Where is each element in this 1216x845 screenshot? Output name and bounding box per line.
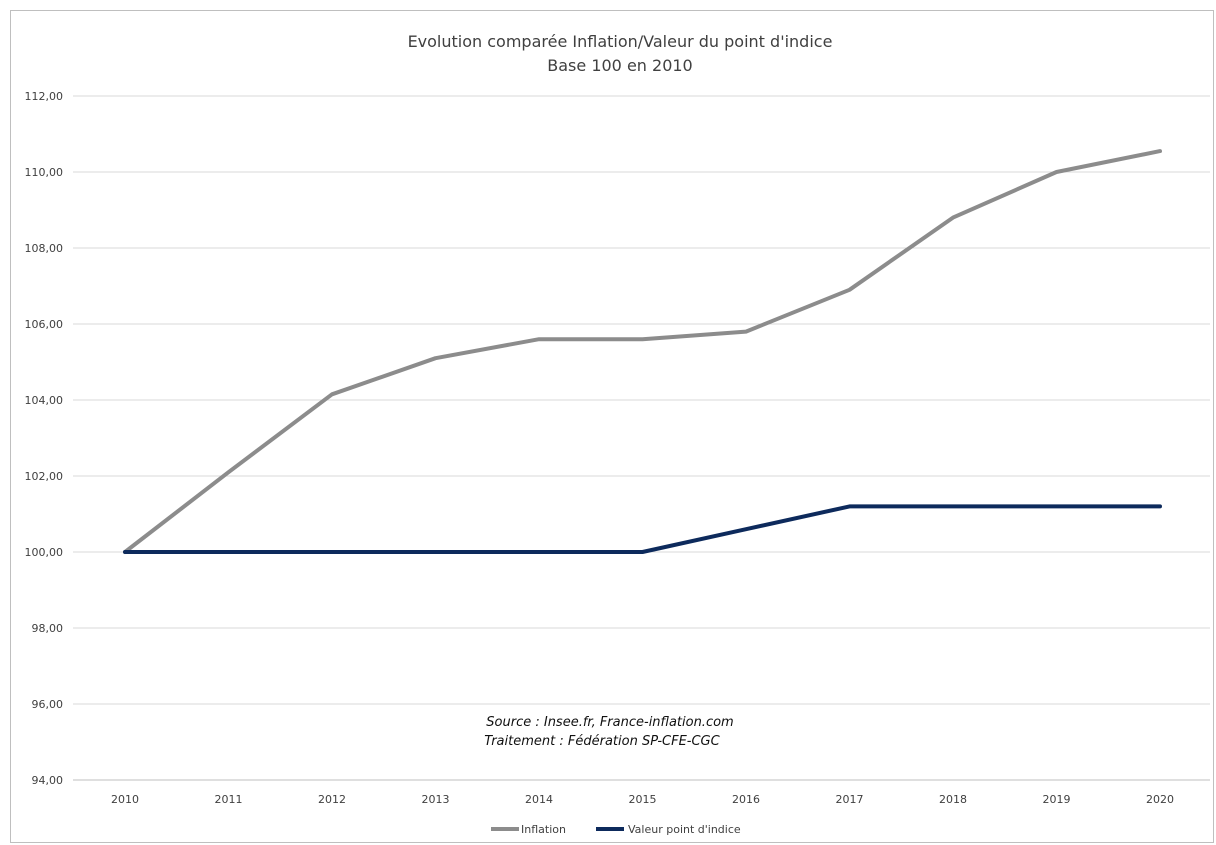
data-point: [228, 551, 229, 553]
x-tick-label: 2019: [1043, 793, 1071, 806]
series-line-inflation: [123, 149, 1162, 554]
x-tick-label: 2012: [318, 793, 346, 806]
data-point: [331, 551, 333, 553]
series-lines: [123, 149, 1162, 554]
legend-label: Valeur point d'indice: [628, 823, 741, 836]
data-point: [745, 331, 747, 333]
y-axis-ticks: 94,00 96,00 98,00 100,00 102,00 104,00 106,00 1…: [25, 90, 64, 787]
chart-subtitle: Base 100 en 2010: [547, 56, 692, 75]
processing-annotation: Traitement : Fédération SP-CFE-CGC: [484, 734, 720, 749]
data-point: [849, 289, 850, 291]
y-tick-label: 96,00: [32, 698, 64, 711]
legend: Inflation Valeur point d'indice: [491, 823, 741, 836]
data-point: [435, 551, 436, 553]
data-point: [1159, 150, 1161, 152]
x-tick-label: 2017: [836, 793, 864, 806]
y-tick-label: 108,00: [25, 242, 64, 255]
x-axis-ticks: 2010 2011 2012 2013 2014 2015 2016 2017 2018 2019…: [111, 793, 1174, 806]
data-point: [1056, 171, 1057, 173]
x-tick-label: 2020: [1146, 793, 1174, 806]
data-point: [642, 338, 643, 340]
data-point: [952, 505, 954, 507]
data-point: [538, 551, 540, 553]
y-tick-label: 102,00: [25, 470, 64, 483]
data-point: [228, 471, 229, 473]
data-point: [1056, 505, 1057, 507]
y-tick-label: 112,00: [25, 90, 64, 103]
data-point: [952, 217, 954, 219]
data-point: [538, 338, 540, 340]
legend-label: Inflation: [521, 823, 566, 836]
x-tick-label: 2015: [629, 793, 657, 806]
x-tick-label: 2014: [525, 793, 553, 806]
y-tick-label: 104,00: [25, 394, 64, 407]
data-point: [1159, 505, 1161, 507]
series-line-point-indice: [123, 504, 1162, 554]
y-tick-label: 100,00: [25, 546, 64, 559]
source-annotation: Source : Insee.fr, France-inflation.com: [486, 715, 733, 730]
chart-title: Evolution comparée Inflation/Valeur du p…: [408, 32, 833, 51]
data-point: [849, 505, 850, 507]
grid-lines: [73, 95, 1210, 781]
x-tick-label: 2016: [732, 793, 760, 806]
x-tick-label: 2010: [111, 793, 139, 806]
data-point: [124, 551, 126, 553]
data-point: [331, 393, 333, 395]
data-point: [435, 357, 436, 359]
data-point: [642, 551, 643, 553]
x-tick-label: 2018: [939, 793, 967, 806]
x-tick-label: 2013: [422, 793, 450, 806]
x-tick-label: 2011: [215, 793, 243, 806]
y-tick-label: 110,00: [25, 166, 64, 179]
data-point: [745, 528, 747, 530]
y-tick-label: 98,00: [32, 622, 64, 635]
y-tick-label: 94,00: [32, 774, 64, 787]
y-tick-label: 106,00: [25, 318, 64, 331]
